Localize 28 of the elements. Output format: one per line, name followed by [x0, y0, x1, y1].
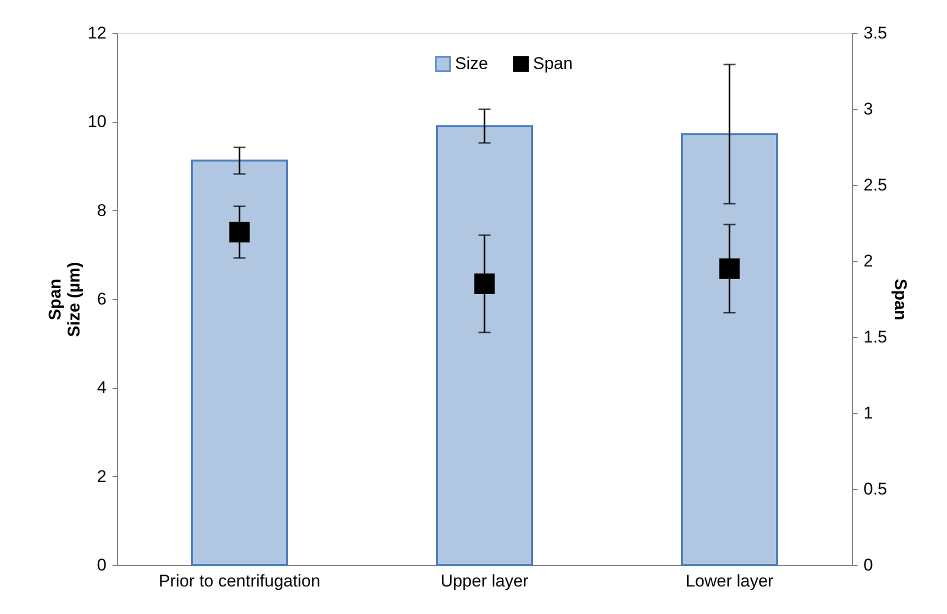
point — [719, 258, 740, 279]
y2-tick-label: 0.5 — [864, 480, 888, 498]
point — [229, 222, 250, 242]
legend-label: Span — [533, 54, 573, 73]
x-tick-label: Prior to centrifugation — [158, 572, 320, 590]
y2-tick-label: 2.5 — [864, 176, 888, 194]
y-tick-label: 8 — [97, 200, 106, 220]
bar — [191, 160, 288, 566]
y2-tick-label: 3 — [864, 100, 873, 118]
legend-label: Size — [455, 54, 488, 73]
y2-tick-label: 2 — [864, 252, 873, 270]
y-axis-title: Span Size (µm) — [46, 262, 84, 337]
y-tick-label: 0 — [97, 556, 106, 574]
y2-tick-label: 3.5 — [864, 24, 888, 42]
y2-tick-label: 1.5 — [864, 328, 888, 346]
y2-axis-title: Span — [891, 278, 910, 320]
y2-tick-label: 1 — [864, 404, 873, 422]
y-tick-label: 10 — [88, 112, 106, 132]
bar — [681, 133, 778, 566]
bar — [436, 125, 533, 566]
point — [474, 274, 495, 294]
y-tick-label: 12 — [88, 24, 106, 42]
y-tick-label: 2 — [97, 466, 106, 486]
y2-tick-label: 0 — [864, 556, 873, 574]
y-tick-label: 4 — [97, 378, 106, 398]
x-tick-label: Lower layer — [686, 572, 774, 590]
x-tick-label: Upper layer — [440, 572, 529, 590]
y-tick-label: 6 — [97, 290, 106, 308]
